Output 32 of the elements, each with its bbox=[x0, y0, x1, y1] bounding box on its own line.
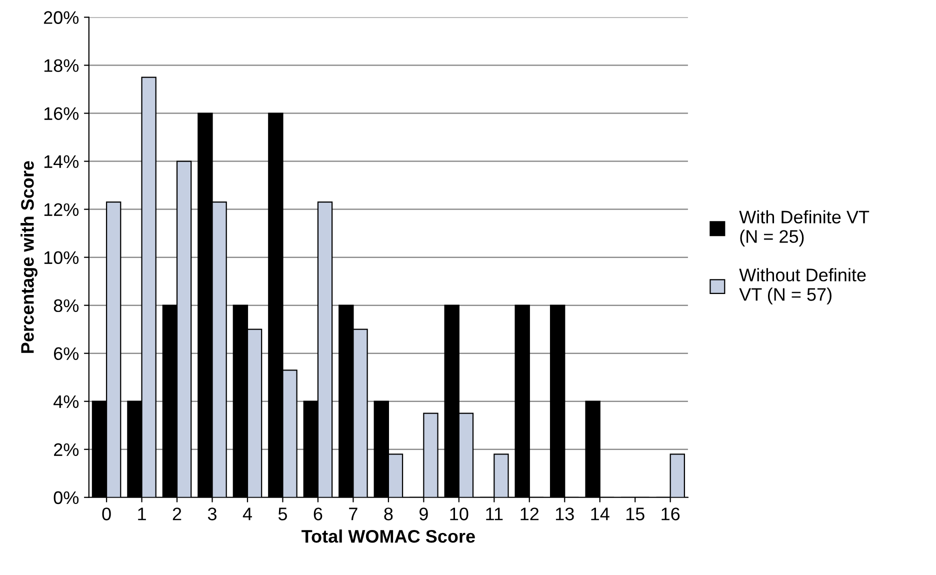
x-tick-label: 5 bbox=[278, 508, 287, 520]
x-tick-label: 12 bbox=[520, 508, 539, 520]
x-tick-label: 0 bbox=[102, 508, 111, 520]
x-tick-label: 13 bbox=[556, 508, 574, 520]
y-tick-label: 10% bbox=[44, 251, 79, 264]
y-tick-label: 16% bbox=[44, 107, 79, 120]
y-tick-label: 4% bbox=[54, 395, 79, 408]
legend-label: Without Definite VT (N = 57) bbox=[739, 268, 866, 304]
y-tick-label: 20% bbox=[44, 11, 79, 24]
x-tick-label: 15 bbox=[626, 508, 644, 520]
x-tick-label: 11 bbox=[486, 508, 503, 520]
x-axis-title: Total WOMAC Score bbox=[302, 529, 475, 543]
y-tick-label: 12% bbox=[44, 203, 79, 216]
y-axis-title: Percentage with Score bbox=[20, 161, 38, 353]
x-tick-label: 6 bbox=[314, 508, 322, 520]
legend-label: With Definite VT (N = 25) bbox=[739, 210, 870, 246]
x-tick-label: 16 bbox=[662, 508, 680, 520]
y-tick-label: 2% bbox=[54, 443, 79, 456]
y-tick-label: 18% bbox=[44, 59, 79, 72]
x-tick-label: 4 bbox=[242, 508, 252, 520]
x-tick-label: 9 bbox=[420, 508, 428, 520]
x-tick-label: 7 bbox=[349, 508, 358, 520]
x-tick-label: 8 bbox=[384, 508, 393, 520]
x-tick-label: 14 bbox=[591, 508, 610, 520]
y-tick-label: 8% bbox=[54, 299, 79, 312]
x-tick-label: 1 bbox=[138, 508, 146, 520]
x-tick-label: 10 bbox=[450, 508, 468, 520]
y-tick-label: 6% bbox=[54, 347, 79, 360]
x-tick-label: 2 bbox=[172, 508, 182, 520]
x-tick-label: 3 bbox=[208, 508, 216, 520]
y-tick-label: 14% bbox=[44, 155, 79, 168]
y-tick-label: 0% bbox=[54, 491, 79, 504]
